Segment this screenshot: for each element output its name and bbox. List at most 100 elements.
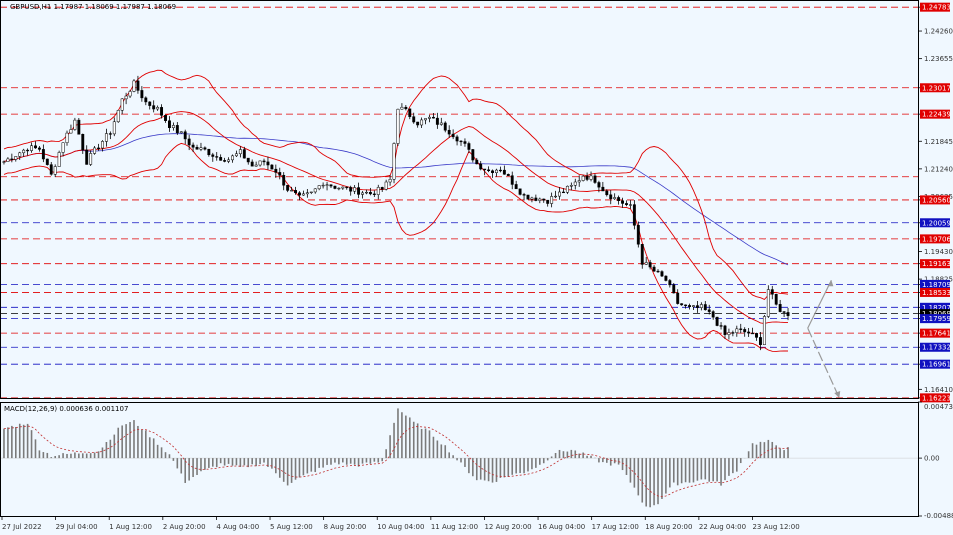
candle-body	[554, 195, 558, 198]
candle-body	[609, 194, 613, 200]
candle-body	[617, 197, 621, 202]
candle-body	[53, 166, 57, 175]
candle-body	[518, 188, 522, 195]
candle-body	[120, 98, 124, 111]
price-level-tag	[920, 314, 950, 324]
candle-body	[171, 125, 175, 128]
candle-body	[684, 304, 688, 306]
candle-body	[581, 175, 585, 181]
candle-body	[148, 101, 152, 106]
candle-body	[26, 149, 30, 152]
price-level-tag-label: 1.18069	[922, 310, 951, 318]
candle-body	[136, 80, 140, 91]
candle-body	[333, 185, 337, 189]
price-tick-label: 1.18825	[924, 276, 953, 284]
time-axis: 27 Jul 2022 29 Jul 04:00 1 Aug 12:00 2 Aug …	[1, 516, 800, 531]
candle-body	[211, 154, 215, 157]
candle-body	[61, 142, 65, 153]
time-tick-label: 2 Aug 20:00	[163, 523, 206, 531]
candle-body	[34, 145, 37, 149]
price-level-tag-label: 1.20059	[922, 219, 951, 227]
candle-body	[463, 141, 467, 144]
candle-body	[89, 153, 93, 165]
candle-body	[112, 121, 116, 135]
price-level-tag	[920, 342, 950, 352]
candle-body	[227, 159, 231, 162]
candle-body	[530, 197, 534, 200]
macd-tick-label: -0.004889	[924, 512, 953, 520]
candle-body	[443, 122, 447, 131]
candle-body	[41, 149, 45, 160]
candle-body	[766, 289, 770, 317]
candle-body	[274, 168, 278, 173]
candle-body	[203, 147, 207, 150]
bollinger-middle-band	[3, 111, 789, 324]
candle-body	[487, 169, 491, 172]
macd-tick-label: 0.00	[924, 455, 940, 463]
time-tick-label: 11 Aug 12:00	[431, 523, 478, 531]
candle-body	[266, 161, 270, 166]
candle-body	[325, 184, 329, 186]
candle-body	[774, 293, 778, 305]
candle-body	[585, 175, 589, 180]
candle-body	[353, 187, 357, 192]
candle-body	[786, 312, 790, 316]
price-level-tag	[920, 234, 950, 244]
moving-average-line	[3, 133, 789, 266]
candle-body	[156, 107, 160, 110]
candle-body	[368, 191, 372, 195]
candle-body	[491, 170, 494, 173]
candle-body	[234, 153, 238, 157]
candle-body	[286, 184, 290, 191]
candle-body	[459, 140, 463, 143]
candle-body	[104, 133, 108, 142]
candle-body	[439, 122, 443, 125]
candle-body	[85, 149, 89, 165]
candle-body	[589, 175, 593, 180]
candle-body	[644, 262, 648, 265]
candle-body	[719, 325, 723, 327]
candle-body	[656, 270, 660, 273]
candle-body	[699, 304, 703, 308]
candle-body	[447, 129, 451, 135]
candle-body	[199, 147, 203, 150]
candle-body	[514, 184, 518, 190]
candle-body	[93, 147, 97, 154]
price-level-tag	[920, 109, 950, 119]
candle-body	[703, 304, 707, 311]
price-level-tag-label: 1.22439	[922, 111, 951, 119]
candle-body	[420, 119, 424, 126]
price-level-tag	[920, 195, 950, 205]
time-tick-label: 23 Aug 12:00	[752, 523, 799, 531]
candle-body	[231, 155, 234, 161]
candle-body	[632, 204, 636, 226]
candle-body	[451, 133, 455, 138]
candle-body	[254, 164, 258, 167]
price-tick-label: 1.19430	[924, 248, 953, 256]
candle-body	[57, 152, 61, 167]
candle-body	[625, 203, 628, 205]
candle-body	[313, 188, 317, 193]
candle-body	[735, 328, 739, 333]
time-tick-label: 16 Aug 04:00	[538, 523, 585, 531]
candle-body	[707, 309, 711, 312]
candle-body	[526, 194, 530, 200]
candle-body	[345, 186, 349, 189]
candle-body	[664, 275, 668, 281]
candle-body	[160, 107, 164, 116]
price-level-tag	[920, 309, 950, 319]
candle-body	[660, 271, 664, 277]
candle-body	[542, 198, 546, 201]
candle-body	[558, 191, 561, 197]
candle-body	[546, 199, 550, 204]
price-level-tag	[920, 218, 950, 228]
candle-body	[467, 143, 471, 150]
time-tick-label: 12 Aug 20:00	[484, 523, 531, 531]
candle-body	[475, 159, 479, 165]
price-level-tag	[920, 302, 950, 312]
chart-frame	[0, 0, 919, 517]
candle-body	[175, 125, 179, 134]
price-level-tag-label: 1.18709	[922, 281, 951, 289]
